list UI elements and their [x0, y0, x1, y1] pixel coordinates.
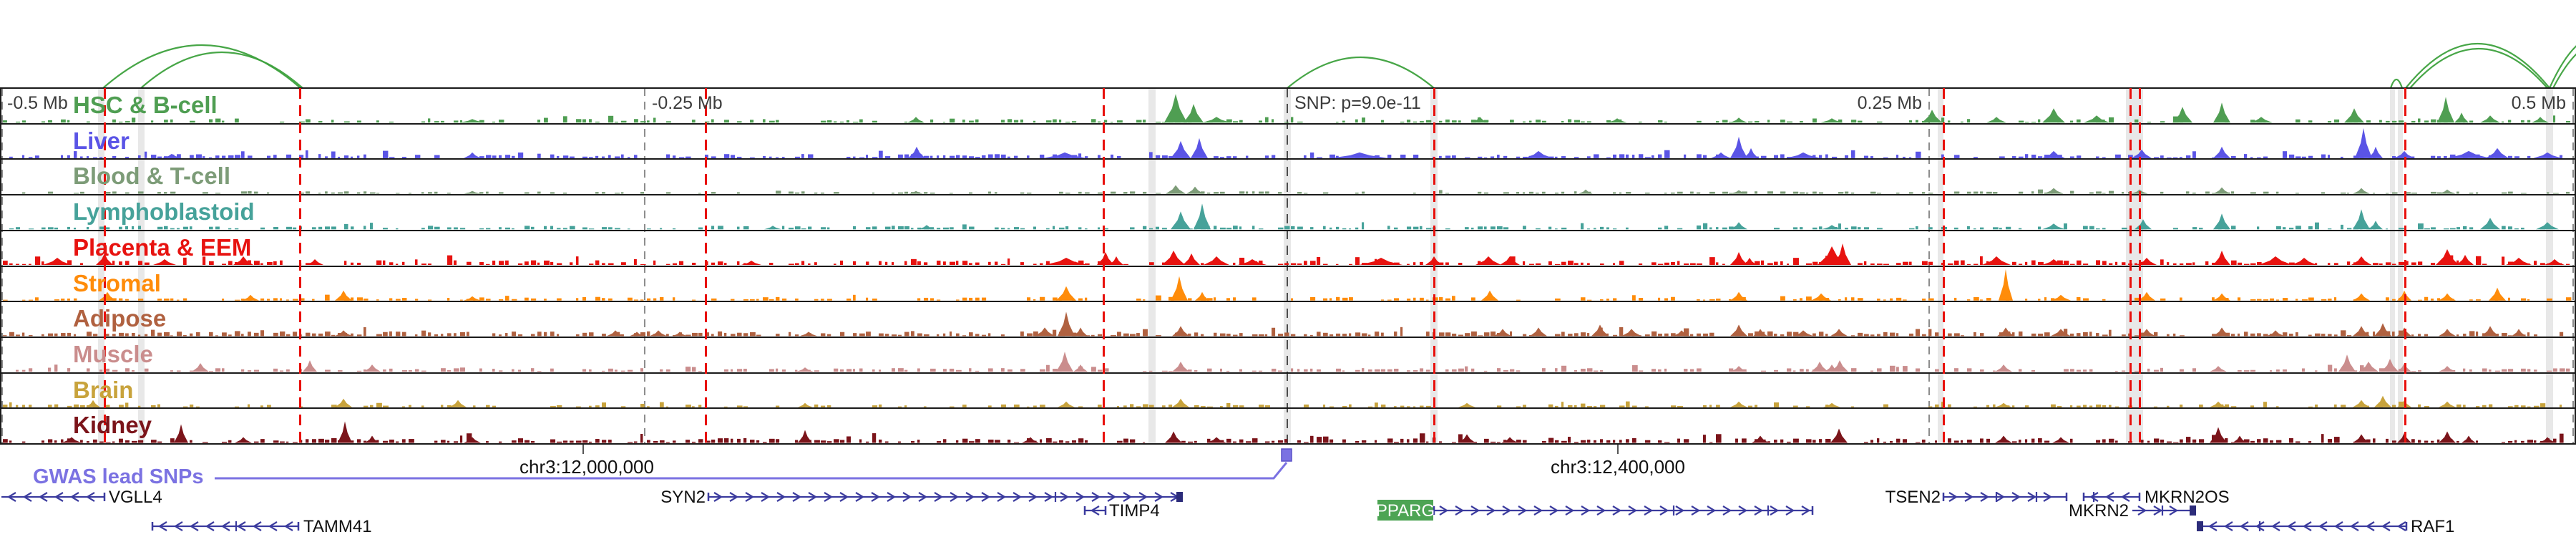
gwas-pointer-line: [215, 462, 1288, 480]
track-border-line: [0, 407, 2576, 410]
gwas-lead-snps-label: GWAS lead SNPs: [33, 465, 204, 488]
ruler-tick: [582, 445, 584, 454]
axis-label-snp-p-9-0e-11: SNP: p=9.0e-11: [1294, 93, 1421, 113]
track-border-line: [0, 265, 2576, 267]
track-label-liver: Liver: [73, 127, 130, 154]
gene-mkrn2os: MKRN2OS: [2082, 488, 2230, 507]
track-label-placenta-eem: Placenta & EEM: [73, 233, 252, 261]
gene-pparg: PPARG: [1376, 500, 1814, 521]
gene-tamm41: TAMM41: [151, 517, 372, 536]
gwas-snp-line: [2138, 88, 2141, 447]
track-right-border: [2575, 88, 2576, 444]
track-label-muscle: Muscle: [73, 340, 153, 367]
interaction-arc: [102, 44, 301, 89]
gene-name-label: TIMP4: [1109, 501, 1160, 521]
signal-track-muscle: [16, 352, 2570, 372]
track-border-line: [0, 443, 2576, 445]
track-label-blood-t-cell: Blood & T-cell: [73, 163, 231, 190]
gene-name-label: PPARG: [1376, 501, 1435, 521]
track-border-line: [0, 194, 2576, 196]
gene-raf1: RAF1: [2197, 517, 2454, 536]
interaction-arc: [140, 52, 303, 89]
gene-syn2: SYN2: [660, 488, 1183, 507]
interaction-arc: [2552, 53, 2576, 89]
interaction-arc: [1287, 56, 1435, 89]
gene-name-label: VGLL4: [109, 488, 162, 507]
gene-timp4: TIMP4: [1083, 501, 1160, 521]
axis-label-0-5-mb: -0.5 Mb: [7, 93, 68, 113]
gene-name-label: MKRN2: [2069, 501, 2129, 521]
track-border-line: [0, 87, 2576, 89]
gwas-snp-line: [704, 88, 707, 447]
gwas-snp-line: [1102, 88, 1105, 447]
gwas-snp-line: [298, 88, 301, 447]
gene-name-label: SYN2: [660, 488, 706, 507]
track-border-line: [0, 229, 2576, 231]
gwas-snp-line: [1942, 88, 1945, 447]
signal-track-blood-t-cell: [22, 185, 2570, 194]
gene-name-label: TSEN2: [1885, 488, 1941, 507]
track-label-kidney: Kidney: [73, 412, 152, 439]
gene-name-label: MKRN2OS: [2145, 488, 2230, 507]
axis-label-0-25-mb: 0.25 Mb: [1857, 93, 1922, 113]
gene-tsen2: TSEN2: [1885, 488, 2068, 507]
track-border-line: [0, 158, 2576, 160]
signal-track-brain: [3, 395, 2562, 407]
track-border-line: [0, 301, 2576, 303]
interaction-arc: [2409, 48, 2548, 89]
gwas-snp-line: [2129, 88, 2132, 447]
ruler-tick: [1617, 445, 1619, 454]
axis-label-0-5-mb: 0.5 Mb: [2511, 93, 2566, 113]
track-label-lymphoblastoid: Lymphoblastoid: [73, 198, 255, 226]
track-left-border: [0, 88, 1, 444]
track-border-line: [0, 372, 2576, 374]
track-label-hsc-b-cell: HSC & B-cell: [73, 92, 218, 118]
gene-name-label: RAF1: [2411, 517, 2454, 536]
track-label-adipose: Adipose: [73, 305, 167, 332]
interaction-arc: [2548, 45, 2576, 89]
track-label-stromal: Stromal: [73, 269, 161, 296]
gene-vgll4: VGLL4: [1, 488, 162, 507]
gwas-snp-line: [1433, 88, 1435, 447]
gwas-snp-line: [103, 88, 106, 447]
track-label-brain: Brain: [73, 376, 134, 403]
gwas-lead-snp-marker: [1281, 448, 1292, 462]
gene-label-highlight-box: [1377, 500, 1433, 521]
interaction-arc: [2405, 43, 2550, 89]
axis-label-0-25-mb: -0.25 Mb: [652, 93, 723, 113]
gene-mkrn2: MKRN2: [2069, 501, 2196, 521]
gene-name-label: TAMM41: [303, 517, 372, 536]
track-border-line: [0, 336, 2576, 338]
gwas-snp-line: [2404, 88, 2406, 447]
chromosome-position-label: chr3:12,400,000: [1551, 456, 1685, 478]
chromosome-position-label: chr3:12,000,000: [519, 456, 654, 478]
track-border-line: [0, 122, 2576, 125]
